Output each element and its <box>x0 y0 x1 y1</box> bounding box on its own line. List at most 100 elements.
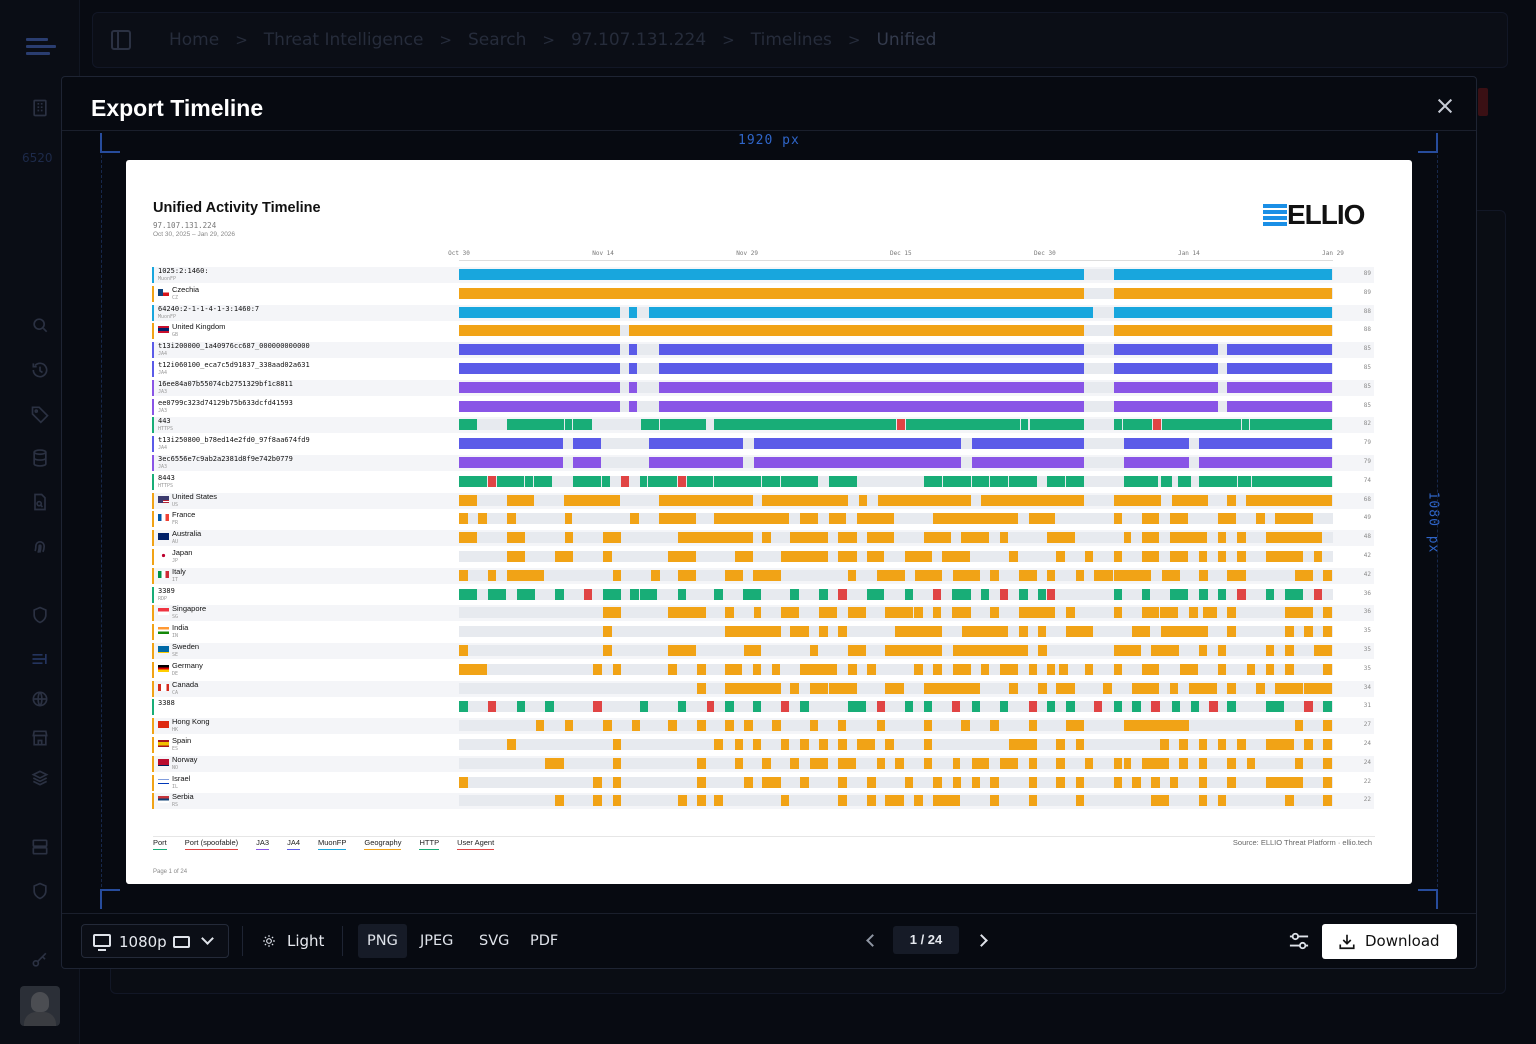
timeline-row: Canada CA 34 <box>152 680 1374 698</box>
search-icon[interactable] <box>29 314 51 336</box>
resolution-select[interactable]: 1080p <box>81 924 229 958</box>
row-sublabel: HTTPS <box>158 482 174 489</box>
activity-segment <box>1029 419 1085 431</box>
breadcrumb-home[interactable]: Home <box>169 30 220 50</box>
activity-segment <box>603 551 612 562</box>
activity-segment <box>828 682 857 694</box>
activity-segment <box>1323 720 1332 732</box>
activity-segment <box>459 663 487 675</box>
sidebar-toggle-icon[interactable] <box>111 30 131 50</box>
activity-segment <box>772 663 780 675</box>
format-svg[interactable]: SVG <box>479 933 510 949</box>
download-button[interactable]: Download <box>1322 924 1457 959</box>
legend: Port Port (spoofable) JA3 JA4 MuonFP Geograph… <box>153 838 512 850</box>
row-sublabel: RDP <box>158 595 168 602</box>
format-png[interactable]: PNG <box>358 924 407 958</box>
activity-segment <box>1018 626 1028 638</box>
row-label: ee0799c323d74129b75b633dcfd41593 <box>158 398 293 407</box>
activity-segment <box>1056 776 1065 788</box>
activity-segment <box>1190 701 1200 713</box>
timeline-row: United Kingdom GB 88 <box>152 322 1374 340</box>
globe-icon[interactable] <box>29 688 51 710</box>
activity-segment <box>1161 475 1172 487</box>
activity-segment <box>1227 701 1236 713</box>
activity-segment <box>459 475 487 487</box>
database-icon[interactable] <box>29 447 51 469</box>
activity-segment <box>1227 381 1332 393</box>
activity-lane <box>459 645 1333 656</box>
activity-segment <box>459 569 468 581</box>
activity-segment <box>603 607 622 619</box>
server-icon[interactable] <box>29 836 51 858</box>
activity-segment <box>1123 720 1189 732</box>
shield-icon[interactable] <box>29 604 51 626</box>
breadcrumb-ip[interactable]: 97.107.131.224 <box>570 30 707 50</box>
row-label: France <box>172 510 196 520</box>
activity-segment <box>1028 776 1038 788</box>
activity-segment <box>1198 645 1208 656</box>
activity-segment <box>885 645 943 656</box>
breadcrumb-threat-intelligence[interactable]: Threat Intelligence <box>263 30 424 50</box>
key-icon[interactable] <box>29 949 51 971</box>
frame-corner <box>1418 133 1438 153</box>
user-avatar[interactable] <box>20 986 60 1026</box>
next-page-icon[interactable] <box>975 932 991 948</box>
activity-lane <box>459 475 1333 487</box>
sidebar-count: 6520 <box>22 151 53 165</box>
breadcrumb-search[interactable]: Search <box>468 30 527 50</box>
activity-segment <box>1141 551 1160 562</box>
ellio-icon[interactable] <box>29 648 51 670</box>
store-icon[interactable] <box>29 727 51 749</box>
fingerprint-icon[interactable] <box>29 535 51 557</box>
flag-gb-icon <box>158 326 169 334</box>
activity-segment <box>1114 381 1218 393</box>
activity-segment <box>1236 551 1246 562</box>
activity-segment <box>1227 607 1236 619</box>
activity-segment <box>819 626 828 638</box>
legend-item: JA4 <box>287 838 301 850</box>
row-count: 68 <box>1363 495 1371 503</box>
file-search-icon[interactable] <box>29 491 51 513</box>
activity-segment <box>1018 569 1038 581</box>
activity-segment <box>943 475 971 487</box>
format-pdf[interactable]: PDF <box>530 933 559 949</box>
ellio-logo: ELLIO <box>1263 200 1375 230</box>
building-icon[interactable] <box>29 97 51 119</box>
sliders-icon[interactable] <box>1288 931 1310 951</box>
activity-segment <box>999 532 1009 544</box>
activity-segment <box>1304 739 1313 750</box>
download-label: Download <box>1365 932 1440 950</box>
activity-segment <box>677 475 686 487</box>
activity-segment <box>876 757 886 769</box>
layers-icon[interactable] <box>29 767 51 789</box>
activity-segment <box>1160 739 1169 750</box>
activity-segment <box>1284 607 1313 619</box>
activity-segment <box>951 701 961 713</box>
close-icon[interactable] <box>1436 97 1454 115</box>
row-count: 74 <box>1363 476 1371 484</box>
previous-page-icon[interactable] <box>863 932 879 948</box>
activity-segment <box>1114 663 1122 675</box>
timeline-row: t13i200000_1a40976cc687_000000000000 JA4 8… <box>152 341 1374 359</box>
activity-segment <box>1085 663 1093 675</box>
row-sublabel: SE <box>172 652 179 658</box>
export-toolbar: 1080p Light PNG JPEG SVG PDF 1 / 24 Down… <box>62 913 1476 969</box>
breadcrumb-timelines[interactable]: Timelines <box>750 30 832 50</box>
activity-segment <box>1323 663 1332 675</box>
activity-segment <box>1123 457 1189 468</box>
theme-toggle[interactable]: Light <box>257 924 333 958</box>
activity-lane <box>459 306 1333 318</box>
activity-segment <box>762 532 772 544</box>
format-jpeg[interactable]: JPEG <box>420 933 454 949</box>
activity-segment <box>629 513 639 525</box>
activity-segment <box>1141 532 1160 544</box>
history-icon[interactable] <box>29 359 51 381</box>
tag-icon[interactable] <box>29 403 51 425</box>
shield-outline-icon[interactable] <box>29 880 51 902</box>
activity-segment <box>1046 532 1075 544</box>
activity-segment <box>971 438 1085 450</box>
height-label: 1080 px <box>1425 491 1441 554</box>
legend-item: MuonFP <box>318 838 347 850</box>
app-logo[interactable] <box>26 36 56 58</box>
activity-segment <box>668 645 697 656</box>
